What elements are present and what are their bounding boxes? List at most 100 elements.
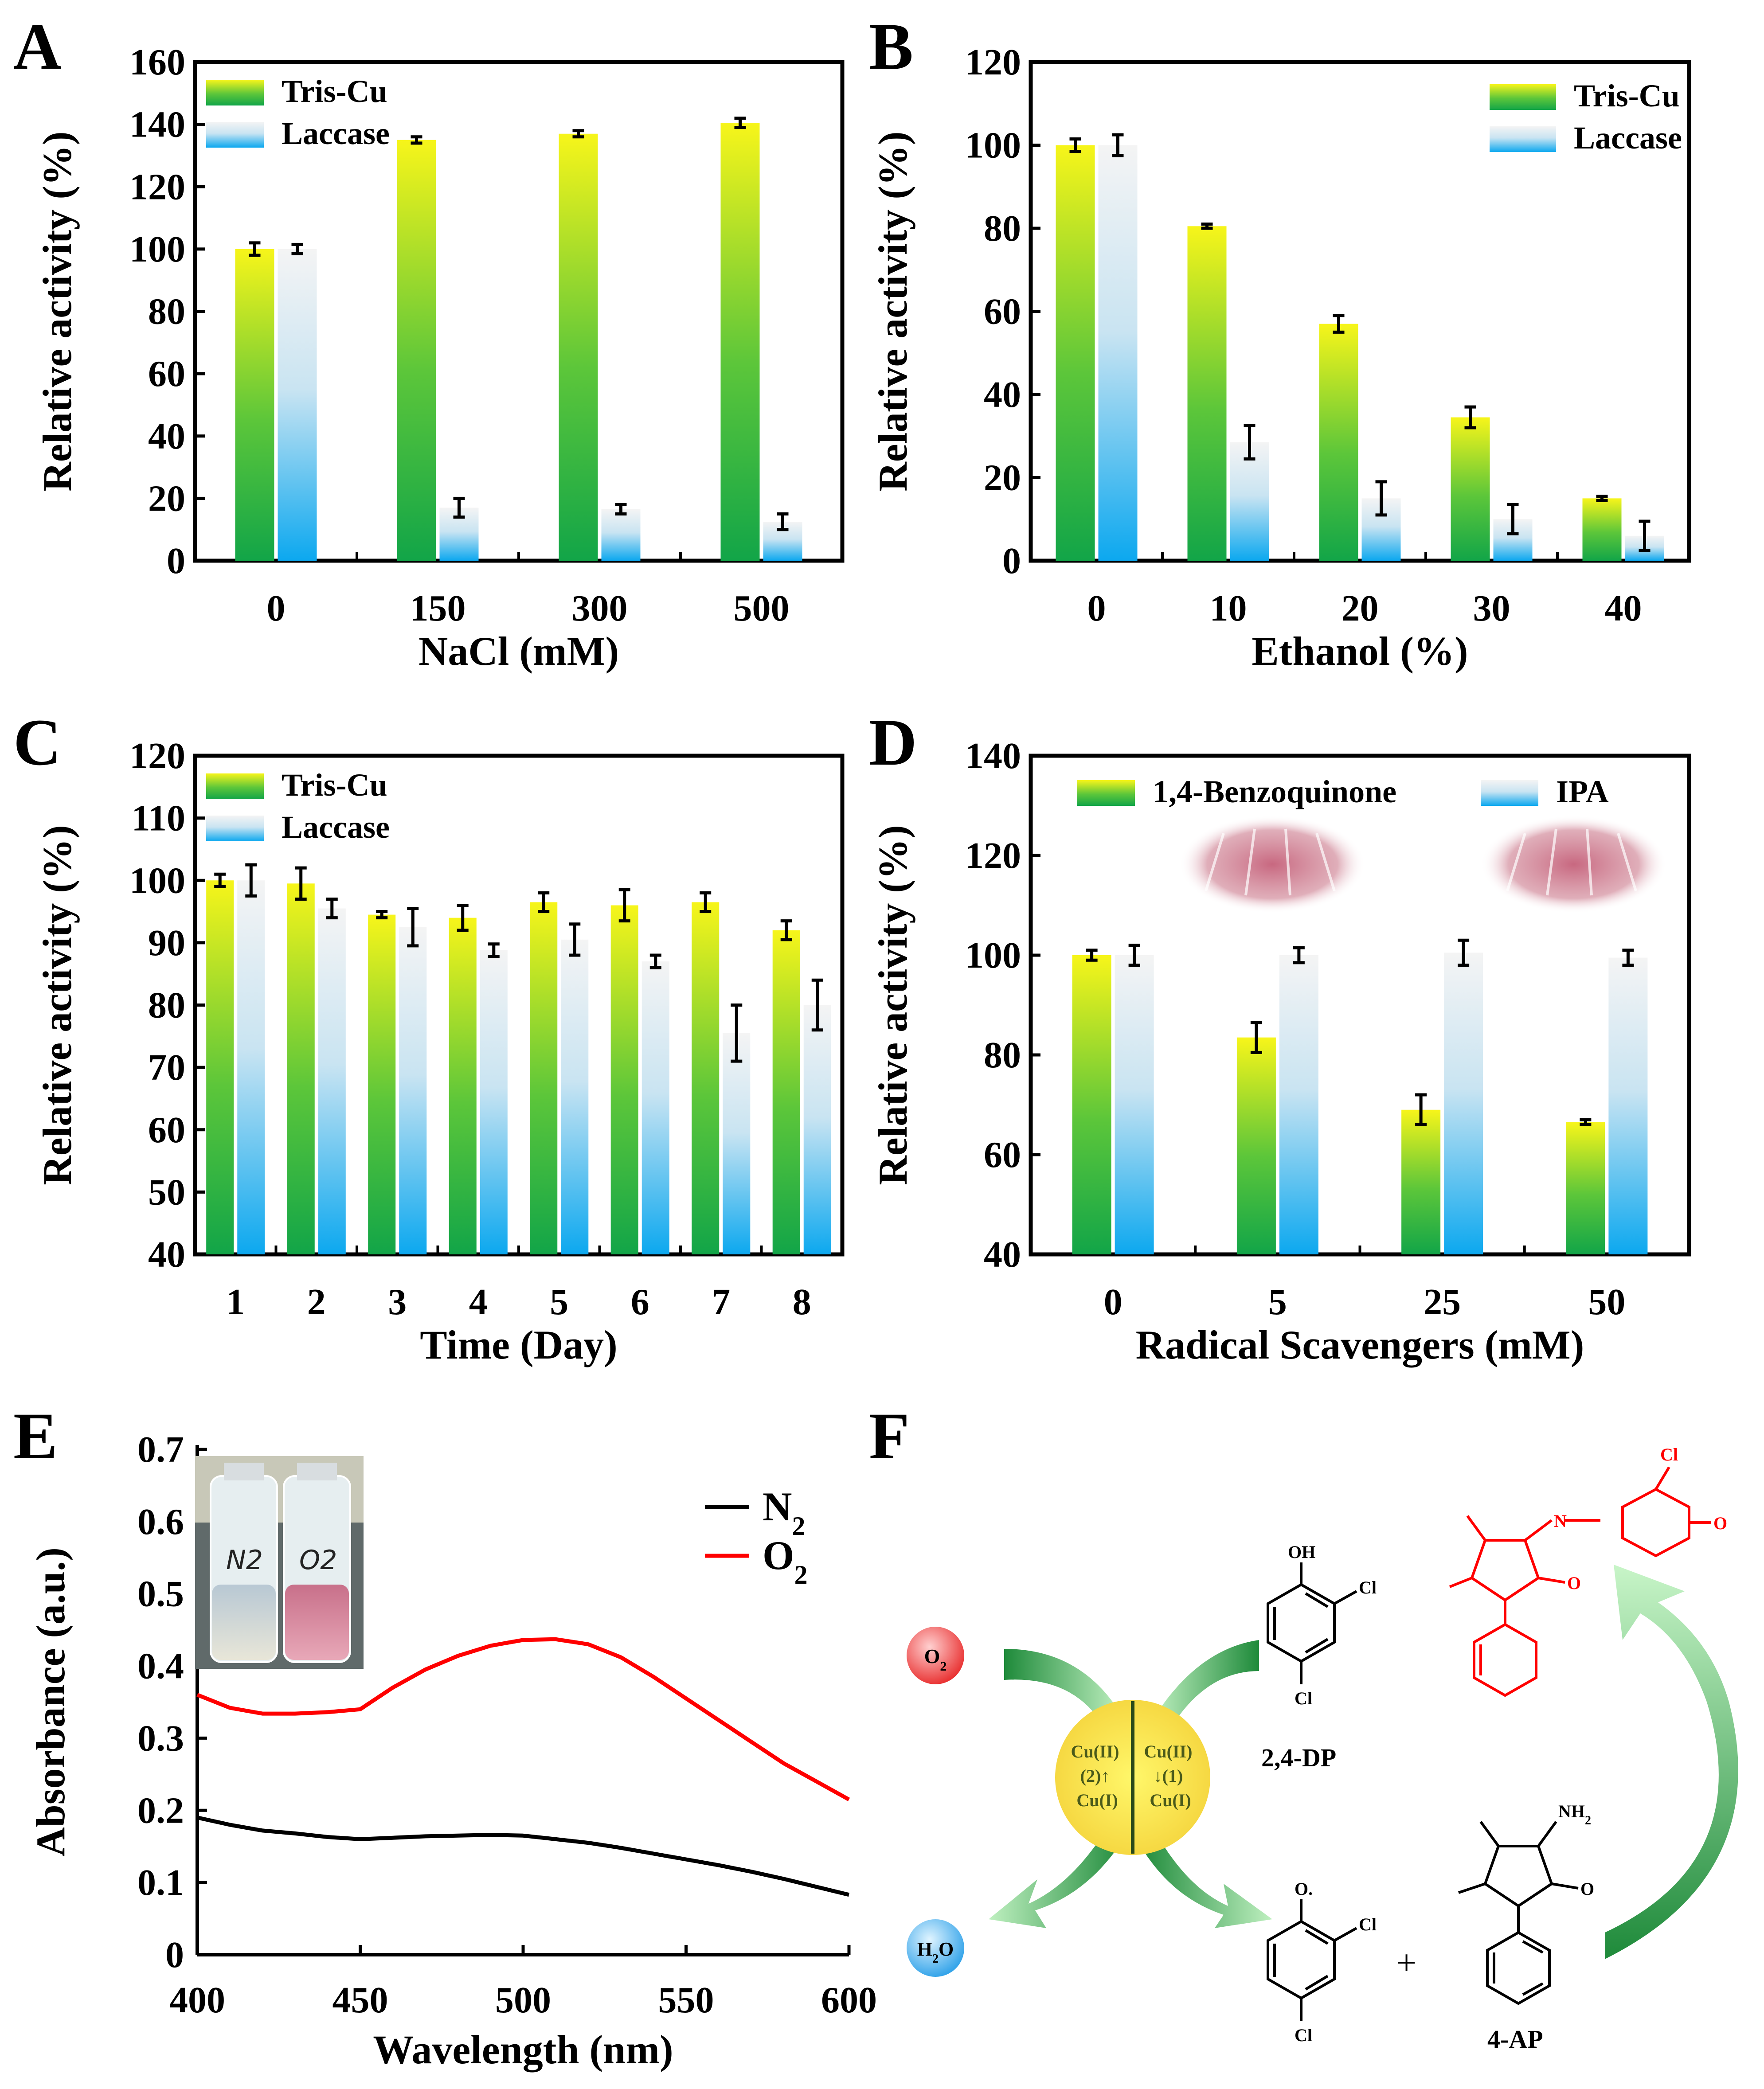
panel-label-f: F bbox=[869, 1399, 910, 1473]
arrow-products-out bbox=[1139, 1835, 1272, 1928]
y-axis-title: Absorbance (a.u.) bbox=[28, 1547, 73, 1857]
bar-series-1 bbox=[1236, 1037, 1276, 1254]
legend-swatch bbox=[1490, 84, 1556, 110]
x-tick-label: 1 bbox=[226, 1281, 245, 1323]
bar-series-2 bbox=[1098, 145, 1138, 561]
product-cl-label: Cl bbox=[1660, 1445, 1678, 1464]
bar-series-1 bbox=[720, 123, 760, 561]
inset-vials-photo: N2 O2 bbox=[195, 1456, 364, 1669]
molecule-2-4-dp bbox=[1267, 1562, 1357, 1684]
radical-o-label: O. bbox=[1295, 1879, 1313, 1899]
dp-name-label: 2,4-DP bbox=[1261, 1743, 1336, 1772]
y-tick-label: 0.3 bbox=[137, 1718, 184, 1759]
y-tick-label: 80 bbox=[984, 1035, 1021, 1076]
bar-series-2 bbox=[237, 880, 265, 1254]
ap-nh2-label: NH2 bbox=[1558, 1801, 1591, 1827]
cu-left-line3: Cu(I) bbox=[1076, 1790, 1118, 1810]
x-axis-title: Wavelength (nm) bbox=[373, 2027, 673, 2072]
x-tick-label: 0 bbox=[1087, 588, 1106, 629]
y-tick-label: 140 bbox=[129, 104, 185, 145]
panel-label-c: C bbox=[13, 706, 61, 779]
y-axis-title: Relative activity (%) bbox=[870, 131, 915, 491]
y-tick-label: 120 bbox=[129, 735, 185, 777]
x-tick-label: 300 bbox=[572, 588, 628, 629]
y-tick-label: 50 bbox=[148, 1171, 185, 1213]
x-tick-label: 500 bbox=[734, 588, 790, 629]
legend-swatch bbox=[206, 816, 264, 841]
x-tick-label: 40 bbox=[1605, 588, 1642, 629]
y-tick-label: 0.4 bbox=[137, 1646, 184, 1687]
legend-swatch bbox=[206, 80, 264, 105]
x-tick-label: 50 bbox=[1588, 1281, 1625, 1323]
panel-label-a: A bbox=[13, 10, 61, 83]
bar-series-2 bbox=[723, 1033, 751, 1254]
legend-label: Tris-Cu bbox=[282, 74, 387, 109]
bar-series-1 bbox=[1187, 226, 1227, 561]
bar-series-2 bbox=[318, 908, 346, 1254]
x-tick-label: 25 bbox=[1424, 1281, 1461, 1323]
legend-swatch bbox=[1481, 780, 1538, 806]
bar-series-2 bbox=[399, 927, 427, 1254]
cu-left-line1: Cu(II) bbox=[1071, 1741, 1119, 1761]
radical-cl-label-1: Cl bbox=[1359, 1914, 1377, 1934]
y-tick-label: 80 bbox=[148, 291, 185, 332]
inset-vial-label-o2: O2 bbox=[299, 1545, 337, 1576]
bar-series-1 bbox=[235, 249, 274, 561]
x-tick-label: 3 bbox=[388, 1281, 407, 1323]
bar-series-2 bbox=[561, 939, 589, 1254]
x-axis-title: Ethanol (%) bbox=[1252, 629, 1468, 674]
bar-series-1 bbox=[1451, 417, 1490, 561]
bar-series-2 bbox=[601, 509, 641, 561]
product-o-label-1: O bbox=[1713, 1513, 1727, 1533]
bar-series-1 bbox=[530, 902, 558, 1254]
line-series-o2 bbox=[196, 1637, 850, 1801]
bar-series-1 bbox=[1072, 955, 1111, 1254]
ap-o-label: O bbox=[1580, 1879, 1594, 1899]
chart-e-absorbance: 0 0.1 0.2 0.3 0.4 0.5 0.6 0.7 400 450 500 550 600 Wav… bbox=[28, 1429, 877, 2072]
bar-series-2 bbox=[1608, 957, 1648, 1254]
legend-label-main: O bbox=[763, 1533, 794, 1578]
panel-label-b: B bbox=[869, 10, 913, 83]
y-tick-label: 90 bbox=[148, 922, 185, 964]
y-tick-label: 60 bbox=[984, 1134, 1021, 1175]
x-tick-label: 5 bbox=[1268, 1281, 1287, 1323]
bar-series-2 bbox=[1230, 442, 1269, 561]
y-tick-label: 100 bbox=[129, 860, 185, 901]
x-tick-label: 500 bbox=[495, 1980, 551, 2021]
y-tick-label: 40 bbox=[984, 374, 1021, 415]
y-tick-label: 60 bbox=[148, 353, 185, 394]
dp-cl-label-1: Cl bbox=[1359, 1577, 1377, 1597]
legend-swatch bbox=[206, 773, 264, 799]
dp-cl-label-2: Cl bbox=[1295, 1688, 1312, 1708]
bar-series-2 bbox=[1115, 955, 1154, 1254]
chart-a-nacl: 0 20 40 60 80 100 120 140 160 0 150 300 500 NaCl (mM)… bbox=[35, 42, 845, 674]
molecule-red-product bbox=[1449, 1466, 1711, 1697]
y-tick-label: 40 bbox=[148, 416, 185, 457]
bar-series-1 bbox=[559, 133, 598, 561]
y-tick-label: 0 bbox=[167, 540, 185, 582]
x-tick-label: 400 bbox=[169, 1980, 225, 2021]
y-tick-label: 100 bbox=[965, 125, 1021, 166]
bar-series-2 bbox=[1279, 955, 1318, 1254]
bar-series-2 bbox=[1444, 953, 1483, 1254]
chart-c-time: 40 50 60 70 80 90 100 110 120 1 2 3 4 5 6 7 8 Time (Day) R… bbox=[35, 735, 845, 1367]
legend-label: Tris-Cu bbox=[282, 767, 387, 803]
bar-series-2 bbox=[641, 961, 669, 1254]
bar-series-1 bbox=[1582, 498, 1622, 561]
tubes-photo-ipa bbox=[1481, 816, 1667, 913]
y-tick-label: 120 bbox=[965, 835, 1021, 876]
legend-swatch bbox=[206, 122, 264, 148]
bar-series-1 bbox=[610, 905, 638, 1254]
legend-label: O2 bbox=[763, 1533, 808, 1589]
legend-label: Laccase bbox=[282, 809, 390, 845]
y-tick-label: 20 bbox=[148, 478, 185, 519]
bar-series-1 bbox=[368, 914, 396, 1254]
plus-sign: + bbox=[1396, 1944, 1416, 1983]
ap-nh-subscript: 2 bbox=[1585, 1814, 1591, 1827]
y-tick-label: 40 bbox=[984, 1234, 1021, 1275]
legend-swatch bbox=[1077, 780, 1135, 806]
x-tick-label: 600 bbox=[821, 1980, 877, 2021]
chart-b-ethanol: 0 20 40 60 80 100 120 0 10 20 30 40 Ethanol (%) Relat… bbox=[870, 42, 1691, 674]
legend-label: Tris-Cu bbox=[1574, 78, 1680, 113]
